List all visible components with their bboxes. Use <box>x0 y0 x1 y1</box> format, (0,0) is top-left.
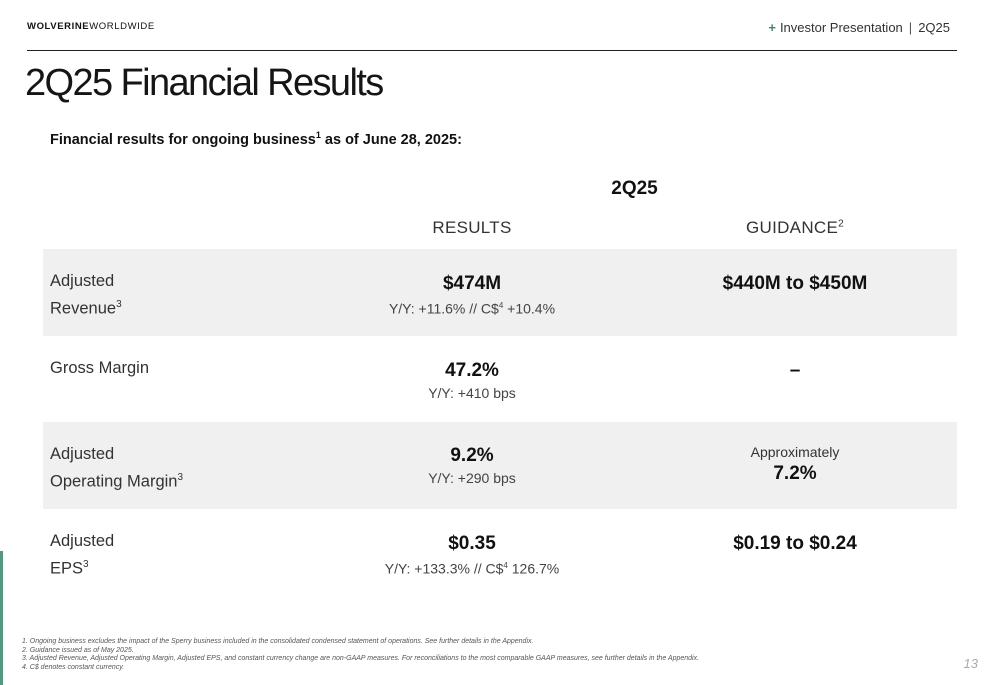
result-value: $474M <box>442 273 502 294</box>
footnote: 2. Guidance issued as of May 2025. <box>22 646 134 654</box>
row-label-text: EPS <box>50 559 84 578</box>
result-change: Y/Y: +133.3% // C$4 126.7% <box>342 556 602 579</box>
footnotes: 1. Ongoing business excludes the impact … <box>22 638 699 672</box>
guidance-header-text: GUIDANCE <box>745 218 839 237</box>
row-label: Adjusted Revenue3 <box>50 269 122 321</box>
guidance-value: $440M to $450M <box>722 273 868 294</box>
guidance-value: $0.19 to $0.24 <box>733 533 857 554</box>
row-label: Gross Margin <box>50 356 149 380</box>
result-change-text: Y/Y: +11.6% // C$ <box>388 300 499 317</box>
row-label-line2: Operating Margin3 <box>50 466 183 494</box>
logo-bold-text: WOLVERINE <box>27 21 90 32</box>
footnote: 4. C$ denotes constant currency. <box>22 663 125 671</box>
row-footnote-ref: 3 <box>116 299 122 310</box>
accent-bar <box>0 551 3 685</box>
result-cell: 47.2% Y/Y: +410 bps <box>342 359 602 403</box>
guidance-cell: – <box>665 359 925 383</box>
result-change: Y/Y: +290 bps <box>428 470 516 486</box>
guidance-column-header: GUIDANCE2 <box>695 218 895 238</box>
header-rule <box>27 50 957 51</box>
logo-light-text: WORLDWIDE <box>89 21 155 32</box>
result-footnote-ref: 4 <box>498 301 504 310</box>
guidance-qualifier: Approximately <box>750 444 840 460</box>
table-row: Adjusted EPS3 $0.35 Y/Y: +133.3% // C$4 … <box>43 509 957 596</box>
presentation-label: + Investor Presentation | 2Q25 <box>768 20 950 35</box>
row-label-line1: Adjusted <box>50 445 115 463</box>
subtitle-footnote-ref: 1 <box>315 130 321 140</box>
result-value: 9.2% <box>450 445 494 466</box>
plus-icon: + <box>768 20 776 35</box>
row-label-text: Operating Margin <box>50 472 178 491</box>
page-number: 13 <box>963 656 978 671</box>
company-logo: WOLVERINEWORLDWIDE <box>27 21 155 32</box>
row-label-line2: Revenue3 <box>50 293 122 321</box>
table-row: Adjusted Operating Margin3 9.2% Y/Y: +29… <box>43 422 957 509</box>
subtitle-date: as of June 28, 2025: <box>320 131 462 148</box>
presentation-period: 2Q25 <box>918 20 950 35</box>
row-label-line1: Adjusted <box>50 532 115 550</box>
result-footnote-ref: 4 <box>503 561 508 570</box>
row-label-line1: Gross Margin <box>50 359 150 377</box>
guidance-cell: Approximately 7.2% <box>665 442 925 486</box>
page-title: 2Q25 Financial Results <box>25 62 384 104</box>
footnote: 3. Adjusted Revenue, Adjusted Operating … <box>22 655 700 663</box>
result-change: Y/Y: +410 bps <box>428 385 516 401</box>
table-row: Adjusted Revenue3 $474M Y/Y: +11.6% // C… <box>43 249 957 336</box>
guidance-value: 7.2% <box>773 463 817 484</box>
header-divider: | <box>908 20 913 35</box>
guidance-footnote-ref: 2 <box>838 218 844 230</box>
footnote: 1. Ongoing business excludes the impact … <box>22 638 534 645</box>
presentation-name: Investor Presentation <box>779 20 903 35</box>
guidance-cell: $440M to $450M <box>665 272 925 296</box>
result-change-cc: +10.4% <box>503 300 556 317</box>
result-change-text: Y/Y: +133.3% // C$ <box>384 560 504 577</box>
guidance-cell: $0.19 to $0.24 <box>665 532 925 556</box>
result-cell: 9.2% Y/Y: +290 bps <box>342 444 602 488</box>
guidance-value: – <box>789 360 801 381</box>
row-footnote-ref: 3 <box>177 472 184 483</box>
result-value: $0.35 <box>448 533 496 554</box>
row-label: Adjusted EPS3 <box>50 529 114 581</box>
result-cell: $474M Y/Y: +11.6% // C$4 +10.4% <box>342 272 602 319</box>
row-label: Adjusted Operating Margin3 <box>50 442 183 494</box>
page-subtitle: Financial results for ongoing business1 … <box>50 130 462 148</box>
result-change: Y/Y: +11.6% // C$4 +10.4% <box>342 296 602 319</box>
results-column-header: RESULTS <box>432 218 512 237</box>
table-row: Gross Margin 47.2% Y/Y: +410 bps – <box>43 336 957 423</box>
subtitle-text: Financial results for ongoing business <box>50 131 316 148</box>
result-cell: $0.35 Y/Y: +133.3% // C$4 126.7% <box>342 532 602 579</box>
period-header: 2Q25 <box>611 178 658 199</box>
result-change-cc: 126.7% <box>507 560 560 577</box>
result-value: 47.2% <box>445 360 499 381</box>
row-label-text: Revenue <box>50 299 117 318</box>
row-label-line1: Adjusted <box>50 272 115 290</box>
row-footnote-ref: 3 <box>83 559 89 570</box>
row-label-line2: EPS3 <box>50 553 114 581</box>
